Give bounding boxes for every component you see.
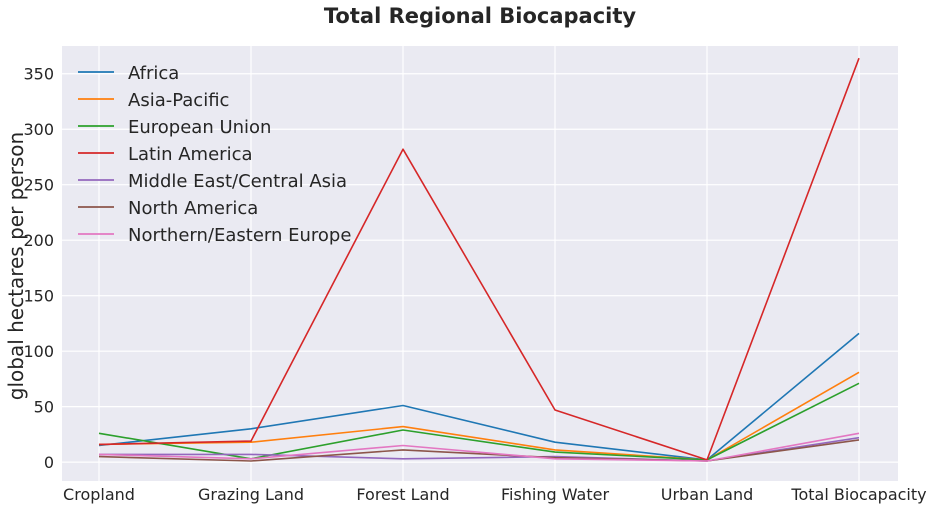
x-tick-label: Forest Land bbox=[356, 485, 449, 504]
y-tick-label: 150 bbox=[23, 287, 54, 306]
y-tick-label: 350 bbox=[23, 65, 54, 84]
y-tick-label: 100 bbox=[23, 342, 54, 361]
series-lines bbox=[98, 57, 860, 462]
legend-label: European Union bbox=[128, 117, 271, 138]
y-axis-ticks: 0 50 100 150 200 250 300 350 bbox=[23, 65, 54, 472]
legend-label: Northern/Eastern Europe bbox=[128, 225, 351, 246]
x-tick-label: Total Biocapacity bbox=[790, 485, 926, 504]
legend-label: Middle East/Central Asia bbox=[128, 171, 347, 192]
legend: Africa Asia-Pacific European Union Latin Am… bbox=[78, 63, 351, 246]
series-line-6 bbox=[98, 432, 860, 462]
series-line-0 bbox=[98, 332, 860, 461]
x-tick-label: Cropland bbox=[63, 485, 135, 504]
chart-title: Total Regional Biocapacity bbox=[324, 4, 637, 28]
grid bbox=[62, 46, 898, 481]
legend-label: Asia-Pacific bbox=[128, 90, 229, 111]
series-line-5 bbox=[98, 439, 860, 462]
legend-label: North America bbox=[128, 198, 258, 219]
legend-label: Africa bbox=[128, 63, 179, 84]
x-axis-ticks: Cropland Grazing Land Forest Land Fishing W… bbox=[63, 485, 927, 504]
x-tick-label: Fishing Water bbox=[501, 485, 610, 504]
series-line-1 bbox=[98, 371, 860, 461]
y-tick-label: 0 bbox=[44, 453, 54, 472]
series-line-3 bbox=[98, 57, 860, 461]
y-tick-label: 200 bbox=[23, 231, 54, 250]
y-tick-label: 50 bbox=[34, 398, 54, 417]
x-tick-label: Grazing Land bbox=[198, 485, 304, 504]
plot-background bbox=[62, 46, 898, 481]
y-axis-label: global hectares per person bbox=[4, 132, 28, 400]
legend-label: Latin America bbox=[128, 144, 253, 165]
x-tick-label: Urban Land bbox=[661, 485, 754, 504]
y-tick-label: 300 bbox=[23, 120, 54, 139]
y-tick-label: 250 bbox=[23, 176, 54, 195]
